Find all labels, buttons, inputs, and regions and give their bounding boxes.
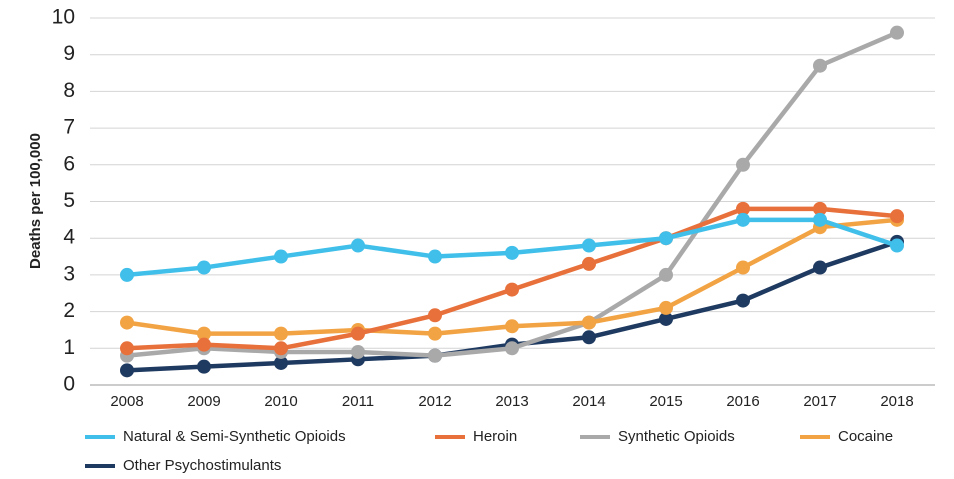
- data-point: [120, 267, 134, 282]
- data-point: [505, 341, 519, 356]
- data-point: [505, 245, 519, 260]
- data-point: [582, 256, 596, 271]
- data-point: [659, 300, 673, 315]
- data-point: [120, 315, 134, 330]
- x-tick-label: 2012: [418, 393, 451, 410]
- data-point: [659, 311, 673, 326]
- y-tick-label: 4: [63, 226, 75, 249]
- data-point: [890, 209, 904, 224]
- y-tick-label: 3: [63, 262, 75, 285]
- data-point: [351, 238, 365, 253]
- x-tick-label: 2011: [342, 393, 374, 410]
- y-tick-label: 10: [52, 6, 75, 29]
- x-tick-label: 2015: [649, 393, 682, 410]
- data-point: [813, 201, 827, 216]
- data-point: [505, 319, 519, 334]
- x-tick-label: 2013: [495, 393, 528, 410]
- x-tick-label: 2009: [187, 393, 220, 410]
- series-line: [126, 30, 898, 358]
- data-point: [813, 212, 827, 227]
- data-point: [659, 231, 673, 246]
- data-point: [428, 249, 442, 264]
- legend-label: Natural & Semi-Synthetic Opioids: [123, 428, 346, 445]
- data-point: [736, 157, 750, 172]
- data-point: [428, 308, 442, 323]
- data-point: [890, 25, 904, 40]
- data-point: [120, 363, 134, 378]
- data-point: [274, 341, 288, 356]
- legend-label: Other Psychostimulants: [123, 457, 281, 474]
- y-tick-label: 1: [63, 336, 75, 359]
- y-tick-label: 6: [63, 152, 75, 175]
- data-point: [736, 212, 750, 227]
- y-tick-label: 7: [63, 116, 75, 139]
- legend-label: Synthetic Opioids: [618, 428, 735, 445]
- data-point: [582, 238, 596, 253]
- y-tick-label: 5: [63, 189, 75, 212]
- data-point: [351, 344, 365, 359]
- data-point: [813, 260, 827, 275]
- data-point: [582, 315, 596, 330]
- x-tick-label: 2010: [264, 393, 297, 410]
- data-point: [197, 326, 211, 341]
- legend-label: Cocaine: [838, 428, 893, 445]
- data-point: [274, 249, 288, 264]
- data-point: [505, 282, 519, 297]
- data-point: [736, 293, 750, 308]
- data-point: [274, 326, 288, 341]
- data-point: [197, 260, 211, 275]
- x-tick-label: 2008: [110, 393, 143, 410]
- data-point: [197, 359, 211, 374]
- data-point: [659, 267, 673, 282]
- y-tick-label: 2: [63, 299, 75, 322]
- data-point: [582, 330, 596, 345]
- y-tick-label: 9: [63, 42, 75, 65]
- data-point: [428, 326, 442, 341]
- x-tick-label: 2017: [803, 393, 836, 410]
- x-tick-label: 2018: [880, 393, 913, 410]
- series-line: [126, 217, 898, 336]
- data-point: [428, 348, 442, 363]
- y-tick-label: 8: [63, 79, 75, 102]
- data-point: [736, 260, 750, 275]
- data-point: [890, 238, 904, 253]
- data-point: [351, 326, 365, 341]
- data-point: [120, 341, 134, 356]
- x-tick-label: 2016: [726, 393, 759, 410]
- data-point: [736, 201, 750, 216]
- x-tick-label: 2014: [572, 393, 605, 410]
- y-axis-label: Deaths per 100,000: [27, 133, 44, 269]
- data-point: [274, 355, 288, 370]
- data-point: [813, 58, 827, 73]
- y-tick-label: 0: [63, 373, 75, 396]
- data-point: [197, 337, 211, 352]
- legend-label: Heroin: [473, 428, 517, 445]
